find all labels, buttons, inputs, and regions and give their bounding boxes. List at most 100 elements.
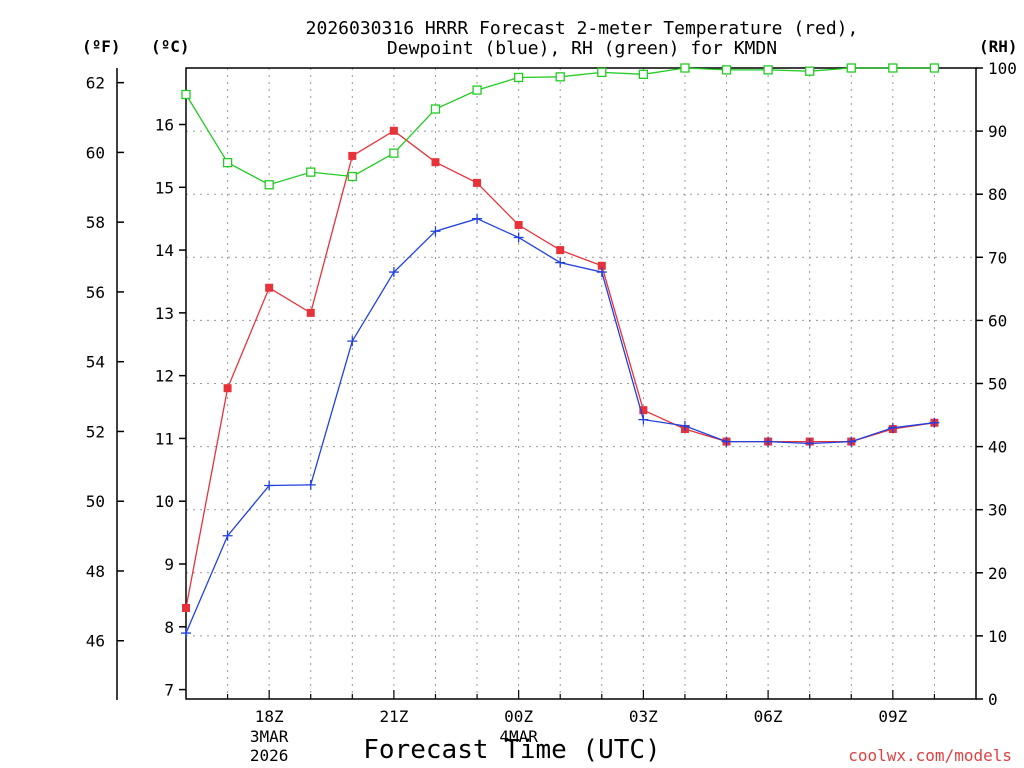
rh-point bbox=[472, 85, 482, 95]
chart-subtitle: Dewpoint (blue), RH (green) for KMDN bbox=[387, 38, 777, 59]
fahrenheit-tick-label: 60 bbox=[86, 143, 105, 162]
rh-tick-label: 60 bbox=[988, 311, 1007, 330]
rh-tick-label: 0 bbox=[988, 690, 998, 709]
dewpoint-point bbox=[388, 267, 399, 278]
celsius-tick-label: 16 bbox=[155, 116, 174, 135]
rh-point bbox=[805, 66, 815, 76]
dewpoint-point bbox=[679, 420, 690, 431]
plot-frame bbox=[185, 67, 977, 700]
source-credit: coolwx.com/models bbox=[848, 746, 1012, 765]
dewpoint-point bbox=[596, 267, 607, 278]
celsius-tick-label: 13 bbox=[155, 304, 174, 323]
temperature-point bbox=[639, 406, 648, 415]
dewpoint-point bbox=[222, 530, 233, 541]
dewpoint-point bbox=[347, 336, 358, 347]
x-tick-label: 18Z bbox=[255, 707, 284, 726]
rh-point bbox=[555, 72, 565, 82]
fahrenheit-tick-label: 54 bbox=[86, 353, 105, 372]
fahrenheit-tick-label: 50 bbox=[86, 492, 105, 511]
dewpoint-point bbox=[513, 232, 524, 243]
rh-point bbox=[721, 65, 732, 75]
x-tick-sublabel: 4MAR bbox=[499, 727, 538, 746]
celsius-tick-label: 15 bbox=[155, 178, 174, 197]
dewpoint-point bbox=[887, 422, 898, 433]
temperature-point bbox=[514, 220, 523, 229]
temperature-point bbox=[556, 246, 565, 255]
fahrenheit-tick-label: 56 bbox=[86, 283, 105, 302]
x-tick-sublabel: 3MAR bbox=[250, 727, 289, 746]
series bbox=[181, 63, 940, 639]
rh-tick-label: 20 bbox=[988, 564, 1007, 583]
dewpoint-point bbox=[430, 226, 441, 237]
fahrenheit-tick-label: 58 bbox=[86, 213, 105, 232]
dewpoint-point bbox=[472, 213, 483, 224]
chart-title: 2026030316 HRRR Forecast 2-meter Tempera… bbox=[306, 18, 859, 39]
rh-tick-label: 50 bbox=[988, 375, 1007, 394]
x-tick-label: 21Z bbox=[379, 707, 408, 726]
celsius-tick-label: 7 bbox=[164, 681, 174, 700]
x-tick-label: 00Z bbox=[504, 707, 533, 726]
rh-point bbox=[222, 157, 233, 168]
dewpoint-series bbox=[181, 213, 940, 639]
temperature-point bbox=[265, 283, 274, 292]
rh-tick-label: 30 bbox=[988, 501, 1007, 520]
celsius-tick-label: 8 bbox=[164, 618, 174, 637]
rh-unit-label: (RH) bbox=[979, 37, 1018, 56]
tick-labels: 7 8 9 10 11 12 13 14 15 16 46 48 50 52 54 56 58 60 62 0 10 20… bbox=[86, 59, 1017, 765]
fahrenheit-tick-label: 48 bbox=[86, 562, 105, 581]
fahrenheit-tick-label: 52 bbox=[86, 422, 105, 441]
rh-tick-label: 90 bbox=[988, 122, 1007, 141]
rh-point bbox=[181, 89, 191, 100]
dewpoint-point bbox=[181, 628, 191, 639]
dewpoint-point bbox=[721, 436, 732, 447]
x-tick-label: 03Z bbox=[629, 707, 658, 726]
temperature-point bbox=[223, 384, 232, 393]
rh-tick-label: 10 bbox=[988, 627, 1007, 646]
dewpoint-point bbox=[305, 479, 316, 490]
rh-tick-label: 100 bbox=[988, 59, 1017, 78]
x-tick-label: 09Z bbox=[878, 707, 907, 726]
dewpoint-point bbox=[763, 436, 774, 447]
fahrenheit-unit-label: (ºF) bbox=[82, 37, 121, 56]
x-axis-label: Forecast Time (UTC) bbox=[363, 735, 660, 765]
rh-point bbox=[638, 69, 649, 79]
temperature-point bbox=[348, 151, 357, 160]
rh-point bbox=[929, 63, 940, 73]
temperature-point bbox=[306, 308, 315, 317]
dewpoint-point bbox=[264, 480, 275, 491]
fahrenheit-tick-label: 46 bbox=[86, 632, 105, 651]
temperature-point bbox=[473, 178, 482, 187]
fahrenheit-tick-label: 62 bbox=[86, 74, 105, 93]
rh-point bbox=[264, 180, 274, 190]
rh-point bbox=[347, 171, 357, 182]
rh-point bbox=[389, 148, 399, 158]
rh-tick-label: 40 bbox=[988, 438, 1007, 457]
dewpoint-point bbox=[638, 414, 649, 425]
dewpoint-point bbox=[846, 436, 857, 447]
rh-point bbox=[513, 72, 524, 83]
x-tick-label: 06Z bbox=[754, 707, 783, 726]
rh-series bbox=[181, 63, 940, 190]
celsius-unit-label: (ºC) bbox=[151, 37, 190, 56]
dewpoint-point bbox=[929, 417, 940, 428]
rh-point bbox=[680, 63, 690, 73]
temperature-point bbox=[431, 158, 440, 167]
rh-point bbox=[888, 63, 898, 73]
celsius-tick-label: 9 bbox=[164, 555, 174, 574]
rh-tick-label: 80 bbox=[988, 185, 1007, 204]
celsius-tick-label: 12 bbox=[155, 367, 174, 386]
celsius-tick-label: 11 bbox=[155, 429, 174, 448]
celsius-tick-label: 14 bbox=[155, 241, 174, 260]
rh-point bbox=[846, 63, 856, 73]
temperature-point bbox=[597, 261, 606, 270]
rh-tick-label: 70 bbox=[988, 248, 1007, 267]
x-tick-sublabel: 2026 bbox=[250, 746, 289, 765]
rh-point bbox=[306, 167, 316, 177]
celsius-tick-label: 10 bbox=[155, 492, 174, 511]
dewpoint-point bbox=[804, 438, 815, 449]
temperature-point bbox=[182, 603, 190, 612]
grid bbox=[186, 68, 976, 699]
rh-point bbox=[597, 67, 607, 78]
axes bbox=[116, 67, 983, 700]
